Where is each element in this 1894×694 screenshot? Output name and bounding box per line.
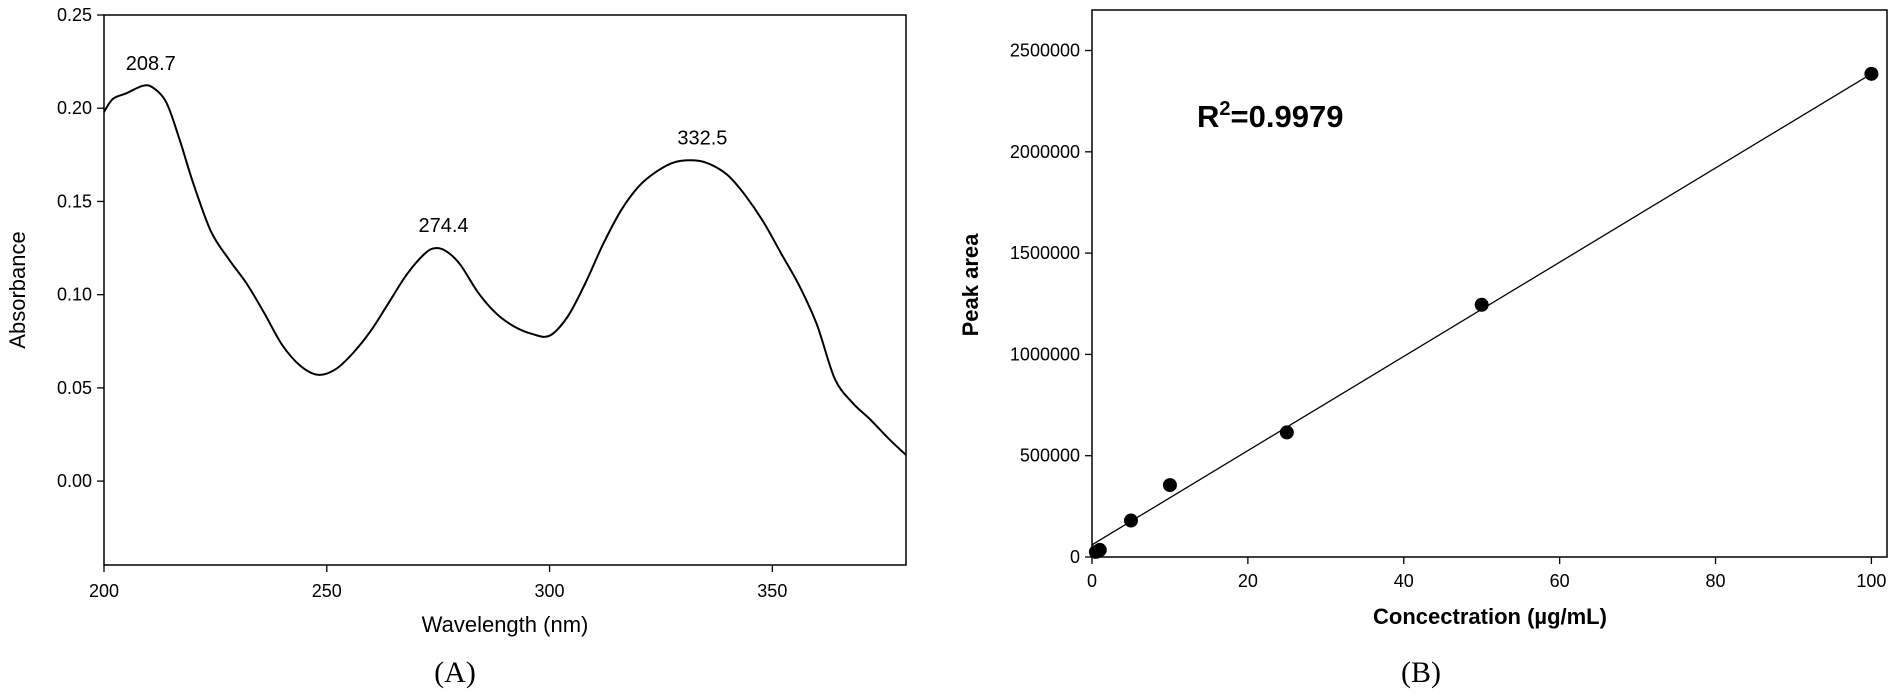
chart-b-data-point <box>1123 513 1138 528</box>
chart-b-y-tick-label: 1000000 <box>1010 344 1080 364</box>
chart-b-data-point <box>1162 478 1177 493</box>
chart-b-y-ticks: 0 500000 1000000 1500000 2000000 2500000 <box>1010 41 1092 567</box>
chart-b-x-tick-label: 100 <box>1856 571 1886 591</box>
chart-b-y-tick-label: 2500000 <box>1010 41 1080 61</box>
chart-b-r2-annotation: R2=0.9979 <box>1197 98 1343 134</box>
chart-b-data-point <box>1279 425 1294 440</box>
chart-b-x-tick-label: 80 <box>1706 571 1726 591</box>
chart-b-x-tick-label: 0 <box>1087 571 1097 591</box>
chart-a-y-ticks: 0.00 0.05 0.10 0.15 0.20 0.25 <box>57 5 104 491</box>
chart-a-x-tick-label: 350 <box>757 581 787 601</box>
chart-a-x-tick-label: 200 <box>89 581 119 601</box>
chart-a-peak-label: 208.7 <box>126 53 176 75</box>
chart-a-annotations: 208.7 274.4 332.5 <box>126 53 728 237</box>
chart-a-series-line <box>103 84 907 456</box>
chart-a-y-axis-title: Absorbance <box>5 231 30 348</box>
chart-b-data-point <box>1864 66 1879 81</box>
chart-a-panel-label: (A) <box>434 656 476 689</box>
chart-a-x-tick-label: 300 <box>535 581 565 601</box>
chart-b-plot-frame <box>1091 9 1888 558</box>
chart-b-x-tick-label: 20 <box>1238 571 1258 591</box>
chart-b-r2-rest: =0.9979 <box>1231 99 1344 134</box>
chart-b-y-tick-label: 2000000 <box>1010 142 1080 162</box>
chart-b-points <box>1088 66 1879 559</box>
chart-a-peak-label: 274.4 <box>418 215 468 237</box>
chart-b-x-tick-label: 60 <box>1550 571 1570 591</box>
chart-b-y-axis-title: Peak area <box>958 233 983 337</box>
chart-a-peak-label: 332.5 <box>677 127 727 149</box>
chart-a-x-axis-title: Wavelength (nm) <box>422 612 589 637</box>
chart-b-x-tick-label: 40 <box>1394 571 1414 591</box>
chart-b-x-ticks: 0 20 40 60 80 100 <box>1087 557 1886 591</box>
chart-a-x-tick-label: 250 <box>312 581 342 601</box>
chart-b: 0 500000 1000000 1500000 2000000 2500000 0 20 4… <box>958 9 1888 689</box>
chart-b-y-tick-label: 500000 <box>1020 446 1080 466</box>
chart-a-x-ticks: 200 250 300 350 <box>89 565 787 601</box>
chart-b-data-point <box>1092 542 1107 557</box>
chart-b-y-tick-label: 1500000 <box>1010 243 1080 263</box>
chart-a-y-tick-label: 0.05 <box>57 378 92 398</box>
chart-a-y-tick-label: 0.10 <box>57 285 92 305</box>
chart-b-x-axis-title: Concectration (µg/mL) <box>1373 604 1607 629</box>
chart-a-y-tick-label: 0.15 <box>57 191 92 211</box>
chart-b-r2-main: R <box>1197 99 1219 134</box>
chart-b-panel-label: (B) <box>1401 656 1441 689</box>
chart-a-y-tick-label: 0.00 <box>57 471 92 491</box>
chart-a-y-tick-label: 0.25 <box>57 5 92 25</box>
chart-a-plot-frame <box>103 14 907 566</box>
chart-a-y-tick-label: 0.20 <box>57 98 92 118</box>
chart-b-r2-sup: 2 <box>1219 98 1230 120</box>
chart-b-y-tick-label: 0 <box>1070 547 1080 567</box>
chart-a: 0.00 0.05 0.10 0.15 0.20 0.25 200 250 300 350 20… <box>5 5 907 689</box>
chart-b-data-point <box>1474 297 1489 312</box>
